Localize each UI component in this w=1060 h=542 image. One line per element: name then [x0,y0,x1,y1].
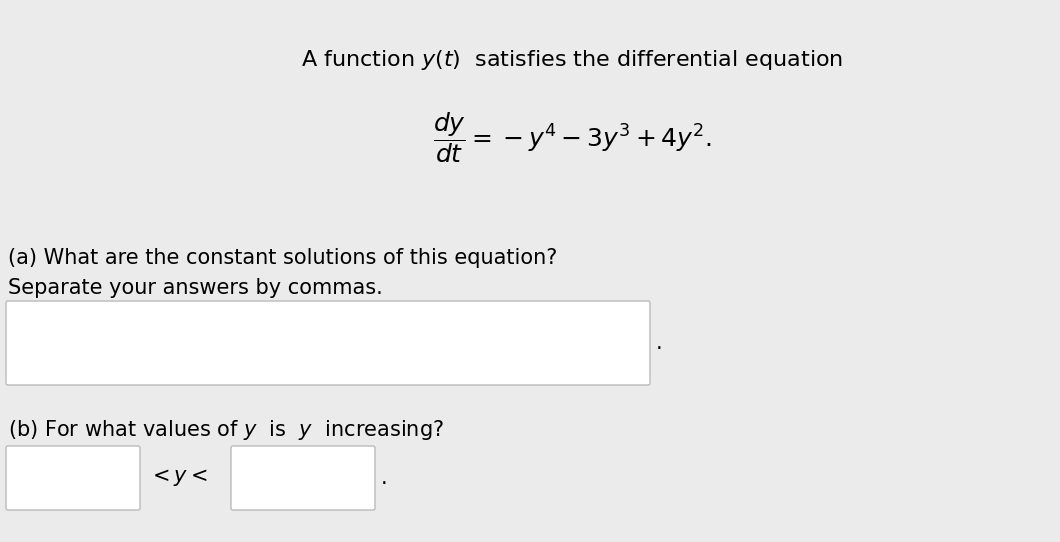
Text: Separate your answers by commas.: Separate your answers by commas. [8,278,383,298]
Text: $< y <$: $< y <$ [148,468,208,488]
FancyBboxPatch shape [6,446,140,510]
Text: A function $y(t)$  satisfies the differential equation: A function $y(t)$ satisfies the differen… [301,48,844,72]
Text: (b) For what values of $y$  is  $y$  increasing?: (b) For what values of $y$ is $y$ increa… [8,418,444,442]
Text: .: . [656,333,662,353]
FancyBboxPatch shape [6,301,650,385]
Text: .: . [381,468,388,488]
Text: (a) What are the constant solutions of this equation?: (a) What are the constant solutions of t… [8,248,558,268]
Text: $\dfrac{dy}{dt} = -y^4 - 3y^3 + 4y^2.$: $\dfrac{dy}{dt} = -y^4 - 3y^3 + 4y^2.$ [432,110,712,165]
FancyBboxPatch shape [231,446,375,510]
